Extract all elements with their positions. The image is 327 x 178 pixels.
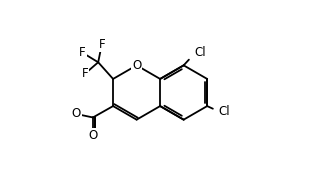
Text: F: F xyxy=(82,67,88,80)
Text: O: O xyxy=(132,59,141,72)
Text: F: F xyxy=(98,38,105,51)
Text: O: O xyxy=(72,108,81,121)
Text: O: O xyxy=(88,129,97,142)
Text: Cl: Cl xyxy=(218,105,230,118)
Text: F: F xyxy=(79,46,86,59)
Text: Cl: Cl xyxy=(194,46,206,59)
